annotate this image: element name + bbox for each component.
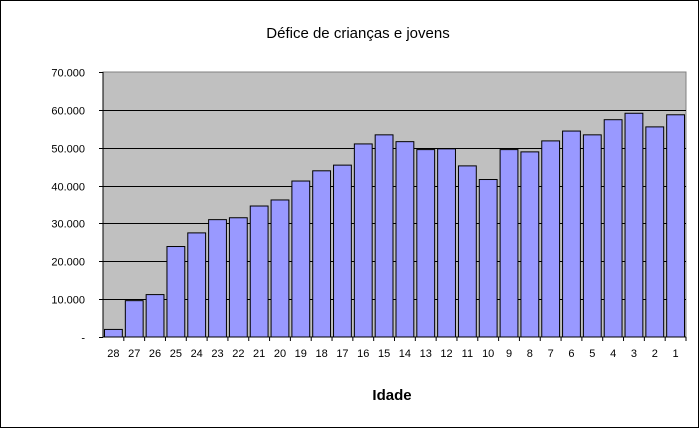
bar-24 xyxy=(187,232,207,338)
x-tick-label: 13 xyxy=(420,348,432,360)
bar-22 xyxy=(228,217,248,338)
y-tick-label: 20.000 xyxy=(51,257,85,269)
x-tick-label: 17 xyxy=(336,348,348,360)
x-tick-label: 18 xyxy=(316,348,328,360)
x-tick-label: 16 xyxy=(357,348,369,360)
x-tick-label: 28 xyxy=(107,348,119,360)
bar-27 xyxy=(124,300,144,338)
x-tick-label: 23 xyxy=(211,348,223,360)
x-tick-label: 1 xyxy=(673,348,679,360)
x-tick-label: 22 xyxy=(232,348,244,360)
bar-15 xyxy=(374,134,394,338)
bar-21 xyxy=(249,205,269,338)
x-tick-label: 8 xyxy=(527,348,533,360)
bar-26 xyxy=(145,294,165,338)
bar-8 xyxy=(520,151,540,338)
bar-10 xyxy=(478,179,498,338)
x-tick-label: 10 xyxy=(482,348,494,360)
x-axis-label: Idade xyxy=(372,387,411,404)
x-tick-label: 19 xyxy=(295,348,307,360)
y-tick-label: 30.000 xyxy=(51,219,85,231)
bar-16 xyxy=(353,143,373,338)
bar-19 xyxy=(291,180,311,338)
x-tick-label: 15 xyxy=(378,348,390,360)
y-tick-label: 70.000 xyxy=(51,68,85,80)
bar-18 xyxy=(312,170,332,338)
bar-1 xyxy=(666,114,686,338)
x-tick-label: 3 xyxy=(631,348,637,360)
x-tick-label: 25 xyxy=(170,348,182,360)
bar-25 xyxy=(166,246,186,338)
y-tick-label: 60.000 xyxy=(51,106,85,118)
bar-17 xyxy=(333,164,352,338)
bar-23 xyxy=(208,219,227,338)
x-tick-label: 14 xyxy=(399,348,411,360)
x-tick-label: 27 xyxy=(128,348,140,360)
x-tick-label: 24 xyxy=(191,348,203,360)
bar-14 xyxy=(395,141,415,338)
x-tick-label: 7 xyxy=(548,348,554,360)
y-tick-label: 10.000 xyxy=(51,295,85,307)
bar-13 xyxy=(416,149,436,338)
bar-4 xyxy=(603,119,623,338)
x-tick-label: 12 xyxy=(440,348,452,360)
x-tick-label: 26 xyxy=(149,348,161,360)
x-tick-label: 21 xyxy=(253,348,265,360)
x-tick-label: 2 xyxy=(652,348,658,360)
bar-2 xyxy=(645,126,665,338)
bar-3 xyxy=(624,112,644,338)
bar-11 xyxy=(457,165,477,338)
chart-title: Défice de crianças e jovens xyxy=(266,25,449,42)
bar-28 xyxy=(104,328,123,338)
x-tick-label: 20 xyxy=(274,348,286,360)
bar-7 xyxy=(541,140,561,338)
y-tick-label: 40.000 xyxy=(51,182,85,194)
bar-20 xyxy=(270,199,290,338)
x-tick-label: 9 xyxy=(506,348,512,360)
y-tick-label: - xyxy=(81,333,85,345)
y-tick-label: 50.000 xyxy=(51,144,85,156)
x-tick-label: 5 xyxy=(589,348,595,360)
bar-9 xyxy=(499,149,519,338)
bar-5 xyxy=(582,134,602,338)
x-tick-label: 4 xyxy=(610,348,616,360)
x-tick-label: 11 xyxy=(462,348,473,360)
x-tick-label: 6 xyxy=(568,348,574,360)
bar-12 xyxy=(437,148,456,338)
bar-6 xyxy=(562,130,581,338)
